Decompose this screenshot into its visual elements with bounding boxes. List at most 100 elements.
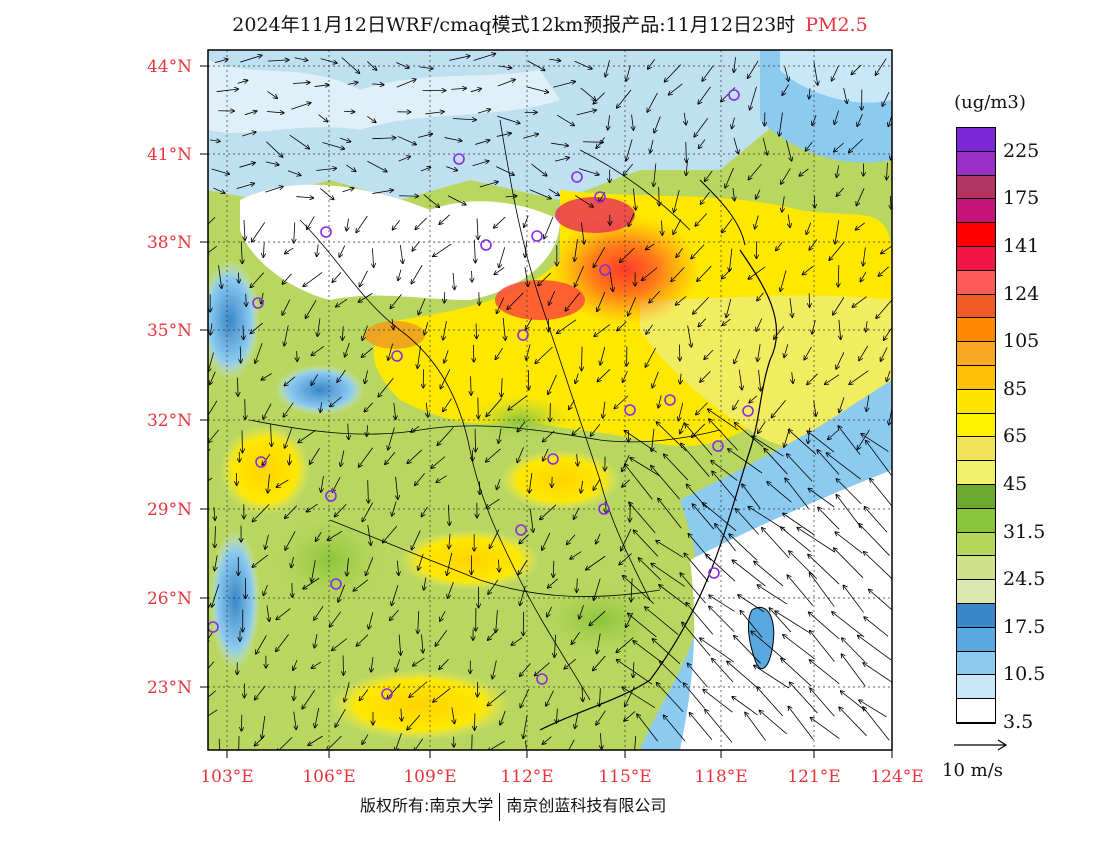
legend-swatch — [957, 223, 995, 247]
wind-arrow — [857, 114, 863, 126]
wind-arrow — [529, 473, 533, 493]
wind-arrow — [755, 215, 759, 228]
wind-arrow — [546, 690, 554, 706]
wind-arrow — [788, 214, 790, 227]
wind-arrow — [208, 352, 214, 372]
wind-arrow — [524, 266, 528, 286]
wind-arrow — [369, 612, 374, 629]
lon-label-115: 115°E — [598, 767, 651, 787]
wind-arrow — [648, 59, 655, 69]
wind-arrow — [682, 622, 711, 656]
wind-arrow — [893, 220, 895, 242]
station-marker — [320, 226, 332, 238]
wind-arrow — [265, 161, 279, 165]
wind-arrow — [310, 448, 320, 464]
wind-arrow — [252, 554, 269, 567]
wind-arrow — [415, 473, 425, 485]
legend-swatch — [957, 556, 995, 581]
wind-arrow — [569, 400, 575, 409]
wind-arrow — [700, 638, 734, 663]
station-marker — [594, 191, 606, 203]
wind-arrow — [306, 503, 318, 512]
wind-arrow — [439, 214, 450, 224]
wind-arrow — [673, 219, 682, 234]
wind-arrow — [630, 504, 631, 521]
wind-arrow — [544, 216, 554, 238]
wind-arrow — [745, 712, 766, 741]
wind-arrow — [359, 689, 369, 701]
station-marker — [515, 524, 527, 536]
wind-arrow — [551, 142, 568, 146]
legend-label: 124 — [1003, 282, 1040, 305]
wind-arrow — [397, 560, 398, 575]
wind-arrow — [378, 377, 394, 396]
station-marker — [536, 673, 548, 685]
wind-arrow — [645, 348, 656, 367]
station-marker — [252, 297, 264, 309]
copyright: 版权所有:南京大学 南京创蓝科技有限公司 — [360, 792, 666, 821]
wind-arrow — [780, 270, 787, 291]
wind-arrow — [394, 402, 396, 419]
wind-arrow — [208, 603, 211, 610]
wind-arrow — [708, 409, 739, 431]
wind-arrow — [433, 243, 452, 257]
wind-arrow — [418, 298, 426, 315]
wind-arrow — [702, 65, 714, 81]
wind-arrow — [214, 507, 215, 520]
wind-arrow — [473, 54, 496, 61]
wind-arrow — [769, 608, 792, 633]
wind-arrow — [336, 298, 348, 306]
wind-arrow — [488, 579, 499, 594]
wind-arrow — [549, 290, 556, 305]
wind-arrow — [424, 322, 429, 334]
wind-arrow — [535, 662, 550, 676]
wind-arrow — [470, 89, 481, 93]
lon-label-118: 118°E — [694, 767, 747, 787]
lat-label-32: 32°N — [147, 411, 192, 431]
wind-arrow — [423, 194, 440, 208]
wind-arrow — [338, 584, 346, 602]
wind-arrow — [790, 682, 818, 714]
wind-arrow — [729, 534, 758, 561]
wind-arrow — [418, 611, 419, 633]
station-marker — [708, 567, 720, 579]
wind-arrow — [863, 247, 865, 265]
wind-arrow — [836, 187, 845, 196]
wind-arrow — [774, 326, 785, 339]
wind-arrow — [757, 585, 788, 605]
wind-arrow — [628, 297, 637, 315]
wind-arrow — [836, 352, 845, 368]
wind-arrow — [858, 635, 892, 661]
wind-arrow — [866, 441, 892, 476]
wind-arrow — [477, 109, 490, 114]
wind-arrow — [656, 683, 684, 713]
legend-label: 225 — [1003, 139, 1040, 162]
wind-arrow — [623, 576, 654, 604]
legend-swatch — [957, 699, 995, 723]
wind-arrow — [359, 447, 374, 467]
wind-arrow — [267, 605, 269, 621]
wind-arrow — [651, 466, 680, 500]
wind-arrow — [678, 402, 684, 421]
wind-arrow — [443, 398, 452, 411]
wind-arrow — [322, 142, 344, 149]
wind-arrow — [488, 629, 498, 640]
wind-arrow — [654, 116, 661, 132]
wind-arrow — [359, 270, 368, 287]
wind-arrow — [859, 524, 890, 556]
wind-arrow — [646, 324, 654, 334]
wind-arrow — [409, 681, 428, 697]
wind-arrow — [617, 660, 653, 685]
wind-arrow — [383, 525, 398, 543]
wind-arrow — [884, 326, 892, 340]
wind-arrow — [437, 427, 454, 446]
wind-arrow — [809, 88, 810, 98]
wind-arrow — [734, 636, 761, 664]
wind-arrow — [316, 531, 322, 541]
wind-arrow — [447, 581, 454, 598]
wind-arrow — [803, 266, 814, 274]
wind-arrow — [806, 141, 813, 151]
wind-arrow — [245, 399, 246, 419]
wind-arrow — [487, 690, 507, 706]
wind-arrow — [759, 369, 761, 391]
